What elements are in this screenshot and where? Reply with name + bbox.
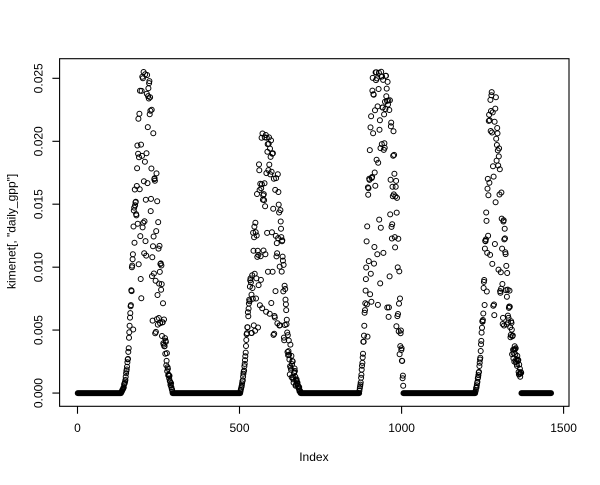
svg-text:0.010: 0.010 — [32, 252, 46, 282]
svg-text:1000: 1000 — [388, 421, 415, 435]
svg-text:kimenet[, "daily_gpp"]: kimenet[, "daily_gpp"] — [5, 174, 19, 289]
svg-text:0.020: 0.020 — [32, 126, 46, 156]
svg-text:0.015: 0.015 — [32, 189, 46, 219]
svg-text:0.025: 0.025 — [32, 63, 46, 93]
svg-text:0.005: 0.005 — [32, 315, 46, 345]
svg-text:500: 500 — [229, 421, 249, 435]
svg-text:Index: Index — [299, 450, 328, 464]
svg-text:1500: 1500 — [550, 421, 577, 435]
svg-text:0: 0 — [74, 421, 81, 435]
svg-text:0.000: 0.000 — [32, 378, 46, 408]
